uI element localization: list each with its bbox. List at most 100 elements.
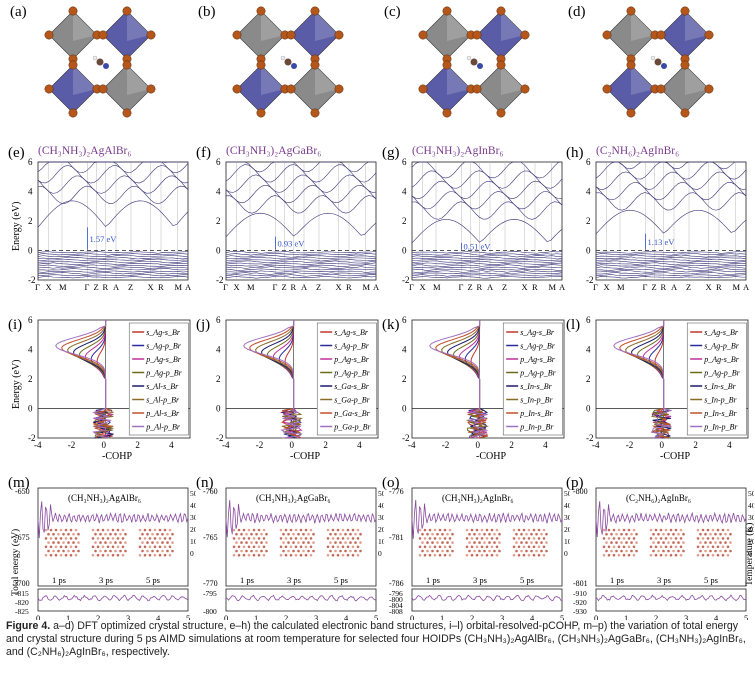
legend-entry: s_Ag-s_Br — [146, 328, 181, 337]
snapshot-atom — [257, 537, 261, 540]
snapshot-atom — [339, 532, 342, 536]
snapshot-atom — [470, 528, 474, 532]
snapshot-atom — [729, 541, 732, 544]
legend-entry: s_Ga-p_Br — [334, 396, 370, 405]
snapshot-atom — [537, 537, 541, 540]
valence-band — [595, 269, 747, 273]
aimd-title: (CH₃NH₃)₂AgGaBr₆ — [256, 493, 331, 503]
hydrogen-atom — [280, 55, 286, 61]
aimd-temp-tick: 200 — [564, 525, 570, 534]
snapshot-atom — [530, 532, 533, 536]
cohp-xtick: 0 — [290, 440, 295, 450]
snapshot-atom — [299, 553, 303, 557]
snapshot-atom — [657, 549, 660, 553]
snapshot-atom — [724, 549, 727, 553]
snapshot-atom — [438, 545, 442, 549]
snapshot-atom — [726, 545, 730, 549]
snapshot-atom — [475, 545, 479, 549]
conduction-band — [411, 161, 563, 179]
octahedron-face — [127, 11, 151, 41]
snapshot-atom — [111, 553, 115, 557]
snapshot-atom — [168, 537, 172, 540]
legend-entry: p_Ag-s_Br — [703, 355, 740, 364]
cohp-ytick: 0 — [28, 404, 33, 414]
snapshot-atom — [617, 537, 621, 540]
snapshot-atom — [54, 545, 58, 549]
snapshot-atom — [292, 532, 295, 536]
temperature-curve — [411, 499, 563, 539]
snapshot-atom — [59, 537, 63, 540]
br-atom — [626, 108, 636, 118]
snapshot-atom — [262, 553, 266, 557]
kpoint-tick: M — [247, 282, 255, 292]
snapshot-atom — [632, 528, 636, 532]
snapshot-atom — [101, 553, 105, 557]
cohp-legend — [502, 322, 563, 436]
aimd-xtick: 0 — [410, 613, 414, 620]
kpoint-tick: R — [532, 282, 538, 292]
snapshot-atom — [163, 528, 167, 532]
br-atom — [418, 30, 428, 40]
br-atom — [626, 6, 636, 16]
legend-entry: s_Ag-s_Br — [334, 328, 369, 337]
snapshot-atom — [67, 541, 70, 544]
snapshot-atom — [354, 532, 357, 536]
snapshot-atom — [336, 537, 340, 540]
band-ytick: 2 — [402, 216, 407, 226]
snapshot-atom — [602, 545, 606, 549]
snapshot-atom — [116, 537, 120, 540]
kpoint-tick: R — [716, 282, 722, 292]
snapshot-atom — [659, 545, 663, 549]
snapshot-atom — [664, 545, 668, 549]
snapshot-atom — [329, 549, 332, 553]
snapshot-atom — [294, 537, 298, 540]
md-snapshot — [465, 528, 501, 557]
valence-band — [225, 268, 377, 271]
snapshot-atom — [148, 553, 152, 557]
snapshot-atom — [302, 549, 305, 553]
snapshot-atom — [677, 541, 680, 544]
snapshot-atom — [297, 541, 300, 544]
snapshot-atom — [69, 528, 73, 532]
snapshot-atom — [151, 532, 154, 536]
snapshot-atom — [245, 532, 248, 536]
snapshot-atom — [356, 537, 360, 540]
legend-entry: p_In-p_Br — [703, 423, 738, 432]
valence-band — [225, 266, 377, 269]
legend-entry: p_Ga-s_Br — [333, 409, 370, 418]
aimd-top-frame — [225, 487, 377, 587]
snapshot-atom — [287, 532, 290, 536]
valence-band — [595, 251, 747, 254]
snapshot-atom — [423, 537, 427, 540]
kpoint-tick: A — [301, 282, 308, 292]
snapshot-atom — [716, 545, 720, 549]
kpoint-tick: M — [59, 282, 67, 292]
snapshot-atom — [242, 545, 246, 549]
cohp-ytick: -2 — [28, 433, 36, 443]
conduction-band — [37, 175, 189, 194]
conduction-band — [225, 164, 377, 183]
snapshot-atom — [622, 545, 626, 549]
br-atom — [256, 6, 266, 16]
snapshot-atom — [520, 541, 523, 544]
br-atom — [122, 60, 132, 70]
nitrogen-atom — [103, 63, 109, 69]
snapshot-atom — [527, 545, 531, 549]
br-atom — [146, 30, 156, 40]
snapshot-atom — [512, 545, 516, 549]
kpoint-tick: Γ — [643, 282, 648, 292]
cohp-ytick: 2 — [216, 374, 221, 384]
snapshot-atom — [341, 528, 345, 532]
valence-band — [595, 262, 747, 266]
valence-band — [411, 274, 563, 277]
aimd-plot-3: (p) (C₂NH₆)₂AgInBr₆ -800 -801-910-920-930 0 1… — [566, 475, 754, 620]
kpoint-tick: A — [487, 282, 494, 292]
snapshot-atom — [527, 528, 531, 532]
legend-entry: p_Al-p_Br — [145, 423, 181, 432]
snapshot-atom — [426, 532, 429, 536]
snapshot-atom — [490, 553, 494, 557]
snapshot-atom — [351, 528, 355, 532]
snapshot-atom — [495, 528, 499, 532]
valence-band — [225, 262, 377, 266]
